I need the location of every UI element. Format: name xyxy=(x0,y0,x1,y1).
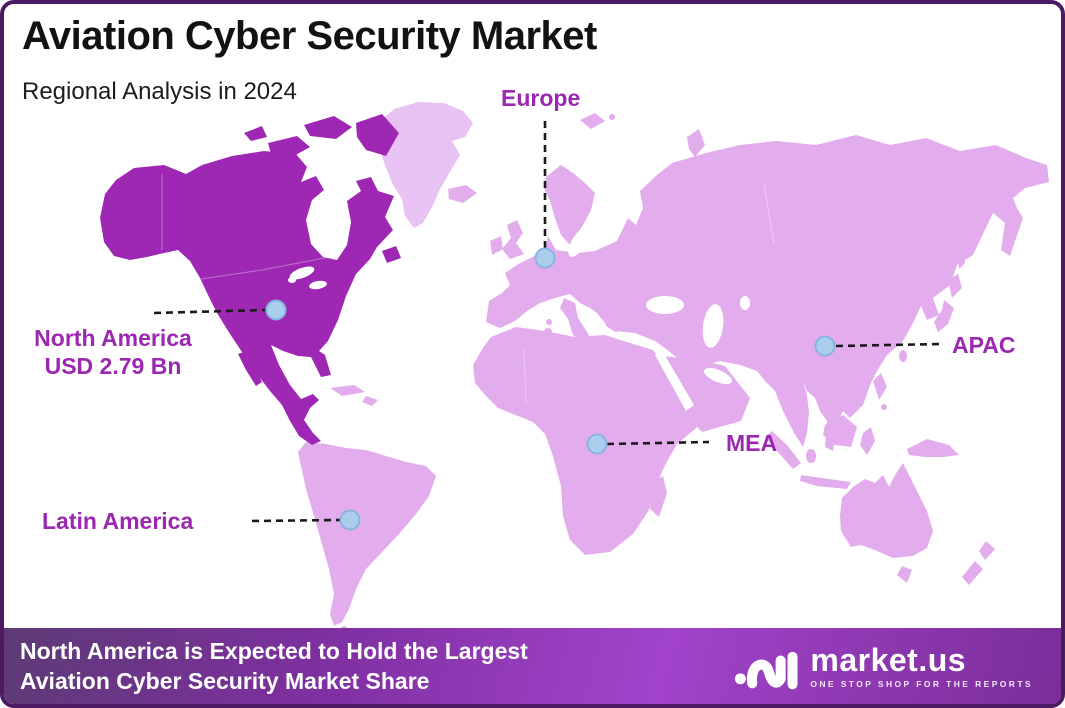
region-markers xyxy=(265,247,836,531)
eurasia-region xyxy=(486,135,1049,451)
cuba-region xyxy=(330,385,365,396)
page-subtitle: Regional Analysis in 2024 xyxy=(22,78,297,105)
japan-region xyxy=(948,274,962,298)
sumatra-region xyxy=(765,431,801,469)
label-europe: Europe xyxy=(501,85,581,111)
brand-lockup: market.us ONE STOP SHOP FOR THE REPORTS xyxy=(734,639,1033,693)
page-title: Aviation Cyber Security Market xyxy=(22,14,597,58)
greece-region xyxy=(605,307,622,333)
marker-apac xyxy=(814,335,836,357)
uk-region xyxy=(502,220,524,259)
marker-europe xyxy=(534,247,556,269)
australia-region xyxy=(840,463,933,558)
footer-headline: North America is Expected to Hold the La… xyxy=(20,636,528,696)
leader-latin-america xyxy=(251,518,341,523)
sulawesi-region xyxy=(860,427,875,455)
country-borders xyxy=(161,174,775,405)
greenland-region xyxy=(376,102,473,228)
leader-mea xyxy=(606,440,710,446)
footer-headline-line2: Aviation Cyber Security Market Share xyxy=(20,668,430,694)
label-north-america-name: North America xyxy=(34,325,192,351)
marker-north-america xyxy=(265,299,287,321)
brand-name: market.us xyxy=(810,642,967,678)
novaya-zemlya-region xyxy=(687,129,705,157)
philippines-region xyxy=(873,373,887,400)
leader-lines xyxy=(153,121,943,523)
label-apac: APAC xyxy=(952,332,1016,358)
label-mea: MEA xyxy=(726,430,778,456)
borneo-region xyxy=(823,415,857,447)
south-america-region xyxy=(298,442,436,626)
leader-north-america xyxy=(153,308,266,315)
tasmania-region xyxy=(897,566,912,583)
scandinavia-region xyxy=(544,165,595,245)
java-region xyxy=(800,475,851,489)
leader-apac xyxy=(835,342,943,348)
marker-mea xyxy=(586,433,608,455)
sakhalin-region xyxy=(957,237,965,269)
italy-region xyxy=(560,298,589,343)
brand-text: market.us ONE STOP SHOP FOR THE REPORTS xyxy=(810,643,1033,689)
marker-latin-america xyxy=(339,509,361,531)
label-north-america-value: USD 2.79 Bn xyxy=(44,353,182,379)
madagascar-region xyxy=(650,476,667,517)
iceland-region xyxy=(448,185,477,203)
world-map xyxy=(100,102,1049,632)
north-america-region xyxy=(100,114,401,445)
ireland-region xyxy=(490,236,503,255)
label-north-america: North America USD 2.79 Bn xyxy=(10,324,216,380)
label-latin-america: Latin America xyxy=(42,508,194,534)
footer-headline-line1: North America is Expected to Hold the La… xyxy=(20,638,528,664)
inland-water xyxy=(288,204,750,411)
new-zealand-region xyxy=(979,541,995,560)
marketus-logo-icon xyxy=(735,651,798,690)
brand-tagline: ONE STOP SHOP FOR THE REPORTS xyxy=(810,679,1033,689)
hispaniola-region xyxy=(362,396,378,406)
svalbard-region xyxy=(580,113,605,129)
footer-banner: North America is Expected to Hold the La… xyxy=(4,628,1061,704)
new-guinea-region xyxy=(907,439,959,457)
